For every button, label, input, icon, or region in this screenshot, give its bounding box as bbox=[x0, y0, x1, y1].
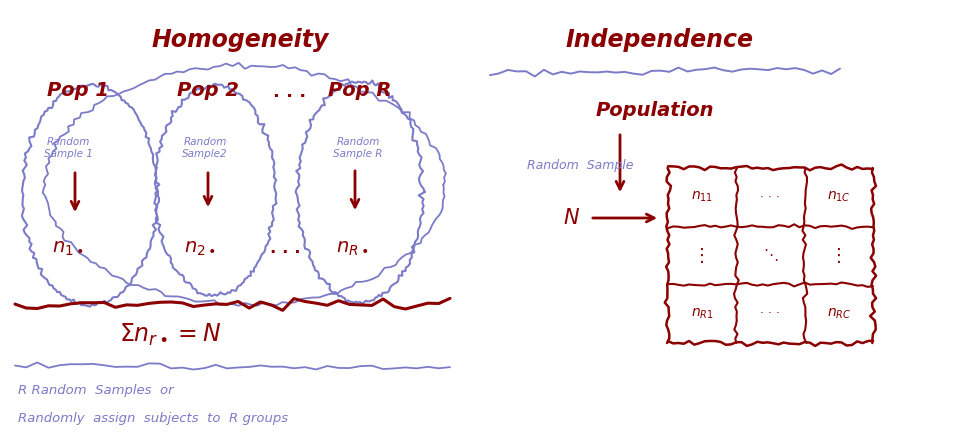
Text: Pop 1: Pop 1 bbox=[47, 81, 109, 99]
Text: Independence: Independence bbox=[566, 28, 754, 52]
Text: $N$: $N$ bbox=[563, 208, 581, 228]
Text: · · ·: · · · bbox=[761, 191, 781, 204]
Text: Population: Population bbox=[596, 100, 715, 120]
Text: $\Sigma n_{r\bullet} = N$: $\Sigma n_{r\bullet} = N$ bbox=[119, 322, 221, 348]
Text: $n_{11}$: $n_{11}$ bbox=[691, 190, 714, 204]
Text: Random
Sample2: Random Sample2 bbox=[182, 137, 228, 159]
Text: $n_{2\bullet}$: $n_{2\bullet}$ bbox=[184, 238, 216, 258]
Text: Randomly  assign  subjects  to  R groups: Randomly assign subjects to R groups bbox=[18, 412, 288, 425]
Text: Pop R: Pop R bbox=[329, 81, 392, 99]
Text: Random
Sample 1: Random Sample 1 bbox=[43, 137, 92, 159]
Text: ⋮: ⋮ bbox=[694, 246, 711, 264]
Text: Random  Sample: Random Sample bbox=[527, 159, 633, 172]
Text: Random
Sample R: Random Sample R bbox=[333, 137, 383, 159]
Text: $n_{1C}$: $n_{1C}$ bbox=[827, 190, 851, 204]
Text: $n_{1\bullet}$: $n_{1\bullet}$ bbox=[52, 238, 84, 258]
Text: ⋮: ⋮ bbox=[830, 246, 848, 264]
Text: $n_{RC}$: $n_{RC}$ bbox=[827, 306, 851, 321]
Text: ⋱: ⋱ bbox=[763, 248, 778, 263]
Text: Pop 2: Pop 2 bbox=[177, 81, 239, 99]
Text: · · ·: · · · bbox=[761, 307, 781, 320]
Text: . . .: . . . bbox=[273, 83, 307, 101]
Text: R Random  Samples  or: R Random Samples or bbox=[18, 383, 173, 396]
Text: . . .: . . . bbox=[270, 239, 300, 257]
Text: Homogeneity: Homogeneity bbox=[151, 28, 329, 52]
Text: $n_{R\bullet}$: $n_{R\bullet}$ bbox=[335, 238, 369, 258]
Text: $n_{R1}$: $n_{R1}$ bbox=[691, 306, 714, 321]
